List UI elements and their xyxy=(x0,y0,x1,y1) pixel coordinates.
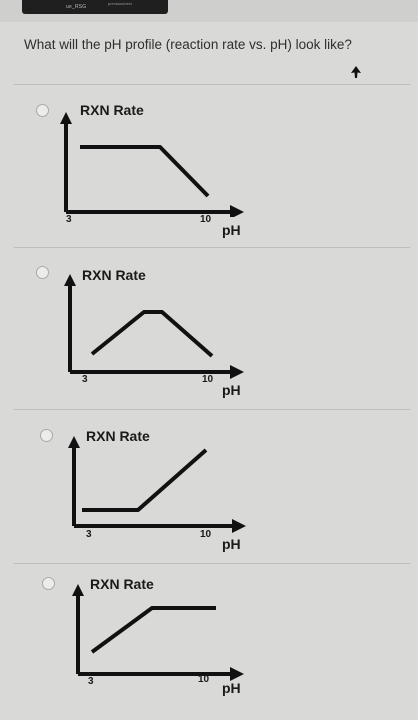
x-axis-label: pH xyxy=(222,382,241,398)
question-text: What will the pH profile (reaction rate … xyxy=(24,37,352,52)
ph-profile-graph xyxy=(68,436,246,533)
y-axis-label: RXN Rate xyxy=(82,267,146,283)
top-bar-tiny-text: previous/next xyxy=(108,1,132,6)
answer-option-3[interactable]: RXN Rate 3 10 pH xyxy=(0,420,418,570)
answer-option-2[interactable]: RXN Rate 3 10 pH xyxy=(0,258,418,408)
x-tick-10: 10 xyxy=(202,374,214,385)
rate-curve xyxy=(82,448,208,512)
x-axis-label: pH xyxy=(222,536,241,552)
answer-option-4[interactable]: RXN Rate 3 10 pH xyxy=(0,570,418,720)
radio-button[interactable] xyxy=(36,104,49,117)
mouse-cursor-icon xyxy=(351,66,361,78)
x-tick-3: 3 xyxy=(66,214,72,225)
x-tick-10: 10 xyxy=(200,214,212,225)
x-tick-10: 10 xyxy=(198,674,210,685)
x-tick-3: 3 xyxy=(86,529,92,540)
x-axis-arrowhead xyxy=(230,667,244,681)
divider xyxy=(14,563,410,564)
y-axis-label: RXN Rate xyxy=(90,576,154,592)
x-axis-label: pH xyxy=(222,680,241,696)
radio-button[interactable] xyxy=(40,429,53,442)
ph-profile-graph xyxy=(72,584,244,681)
divider xyxy=(14,84,410,85)
x-axis-arrowhead xyxy=(232,519,246,533)
top-dark-banner xyxy=(22,0,168,14)
radio-button[interactable] xyxy=(42,577,55,590)
x-tick-10: 10 xyxy=(200,529,212,540)
browser-top-bar: ue_RSG previous/next xyxy=(0,0,418,22)
divider xyxy=(14,409,410,410)
x-axis-arrowhead xyxy=(230,365,244,379)
radio-button[interactable] xyxy=(36,266,49,279)
x-tick-3: 3 xyxy=(88,676,94,687)
y-axis-label: RXN Rate xyxy=(80,102,144,118)
ph-profile-graph xyxy=(60,112,244,217)
rate-curve xyxy=(90,606,216,654)
ph-profile-graph xyxy=(64,274,244,379)
top-bar-text: ue_RSG xyxy=(66,4,87,10)
x-axis-arrowhead xyxy=(230,205,244,217)
y-axis-label: RXN Rate xyxy=(86,428,150,444)
x-axis-label: pH xyxy=(222,222,241,238)
answer-option-1[interactable]: RXN Rate 3 10 pH xyxy=(0,92,418,242)
divider xyxy=(14,247,410,248)
rate-curve xyxy=(90,310,214,358)
rate-curve xyxy=(80,145,210,198)
x-tick-3: 3 xyxy=(82,374,88,385)
